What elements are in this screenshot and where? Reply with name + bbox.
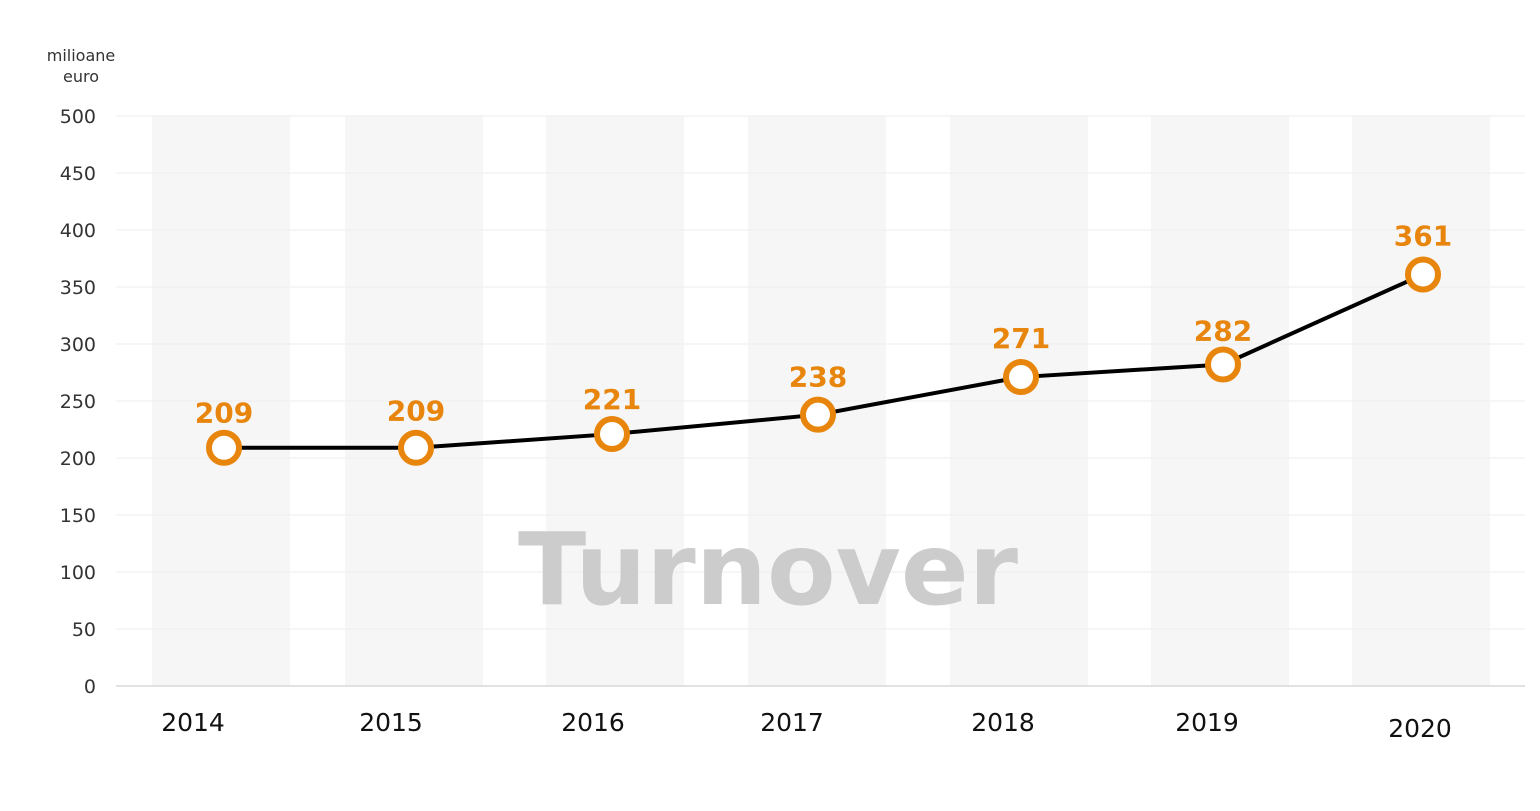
series-markers <box>206 256 1441 466</box>
y-tick-label: 0 <box>84 676 96 698</box>
x-axis-ticks: 2014 2015 2016 2017 2018 2019 2020 <box>161 708 1452 743</box>
y-tick-label: 400 <box>60 220 96 242</box>
x-tick-label: 2015 <box>359 708 423 737</box>
y-tick-label: 100 <box>60 562 96 584</box>
x-tick-label: 2019 <box>1175 708 1239 737</box>
chart-title-watermark: Turnover <box>518 511 1019 628</box>
data-label-2020: 361 <box>1394 219 1452 252</box>
y-tick-label: 300 <box>60 334 96 356</box>
data-point-2017 <box>800 396 836 433</box>
y-tick-label: 250 <box>60 391 96 413</box>
data-point-2018 <box>1003 359 1039 396</box>
data-label-2016: 221 <box>583 383 641 416</box>
data-label-2019: 282 <box>1194 315 1252 348</box>
y-axis-unit-line-1: milioane <box>47 46 116 65</box>
y-tick-label: 150 <box>60 505 96 527</box>
data-point-2014 <box>206 429 242 466</box>
y-axis-ticks: 0 50 100 150 200 250 300 350 400 450 500 <box>60 106 96 698</box>
data-label-2014: 209 <box>195 397 253 430</box>
x-tick-label: 2020 <box>1388 714 1452 743</box>
data-label-2017: 238 <box>789 361 847 394</box>
data-point-2016 <box>594 416 630 453</box>
x-tick-label: 2018 <box>971 708 1035 737</box>
data-labels: 209 209 221 238 271 282 361 <box>195 219 1452 429</box>
data-point-2020 <box>1405 256 1441 293</box>
y-tick-label: 350 <box>60 277 96 299</box>
y-tick-label: 50 <box>72 619 96 641</box>
gridlines <box>116 115 1525 687</box>
x-tick-label: 2016 <box>561 708 625 737</box>
y-axis-unit-line-2: euro <box>63 67 99 86</box>
y-tick-label: 200 <box>60 448 96 470</box>
x-tick-label: 2017 <box>760 708 824 737</box>
x-tick-label: 2014 <box>161 708 225 737</box>
data-point-2019 <box>1205 346 1241 383</box>
y-tick-label: 450 <box>60 163 96 185</box>
data-label-2018: 271 <box>992 322 1050 355</box>
data-label-2015: 209 <box>387 395 445 428</box>
data-point-2015 <box>398 429 434 466</box>
y-tick-label: 500 <box>60 106 96 128</box>
